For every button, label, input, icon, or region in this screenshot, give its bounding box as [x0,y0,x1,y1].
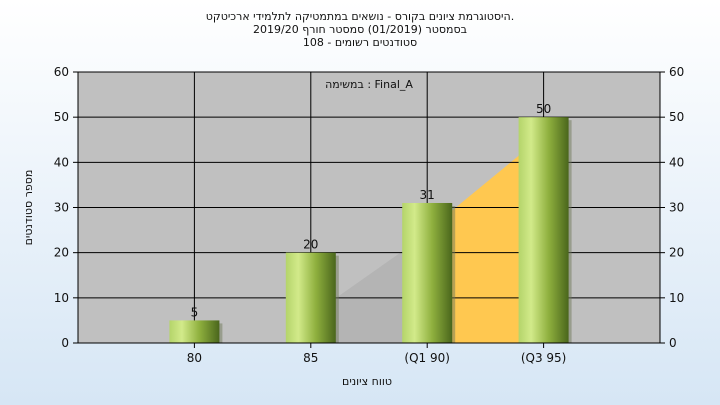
bar-value-label: 31 [420,188,435,202]
bar-value-label: 50 [536,102,551,116]
y-tick-label-right: 20 [669,246,684,260]
chart-title-line-3: סטודנטים רשומים - 108 [302,36,418,49]
bar [402,202,453,343]
y-tick-label-right: 50 [669,110,684,124]
x-axis-label: טווח ציונים [342,375,392,388]
y-tick-label-left: 50 [54,110,69,124]
bar [169,320,220,343]
chart-titles: היסטוגרמת ציונים בקורס - נושאים במתמטיקה… [0,10,720,49]
bar-value-label: 5 [191,305,199,319]
y-tick-label-right: 10 [669,291,684,305]
bar-value-label: 20 [303,238,318,252]
bar [285,252,336,343]
x-tick-label: (Q1 90) [404,351,450,365]
chart-annotation: במשימה : Final_A [325,78,413,91]
gray-band [320,233,428,343]
y-tick-label-left: 0 [61,336,69,350]
x-tick-label: 80 [187,351,202,365]
quartile-band [427,135,544,343]
y-tick-label-left: 20 [54,246,69,260]
bar [518,117,569,344]
y-tick-label-left: 40 [54,155,69,169]
y-tick-label-right: 30 [669,201,684,215]
y-tick-label-right: 40 [669,155,684,169]
y-tick-label-left: 10 [54,291,69,305]
x-tick-label: (Q3 95) [521,351,567,365]
y-tick-label-right: 60 [669,65,684,79]
y-axis-label: מספר סטודנטים [22,170,35,246]
y-tick-label-left: 30 [54,201,69,215]
chart-title-line-2: בסמסטר (01/2019) סמסטר חורף 2019/20 [253,23,467,36]
x-tick-label: 85 [303,351,318,365]
chart-title-line-1: היסטוגרמת ציונים בקורס - נושאים במתמטיקה… [205,10,515,23]
y-tick-label-right: 0 [669,336,677,350]
y-tick-label-left: 60 [54,65,69,79]
